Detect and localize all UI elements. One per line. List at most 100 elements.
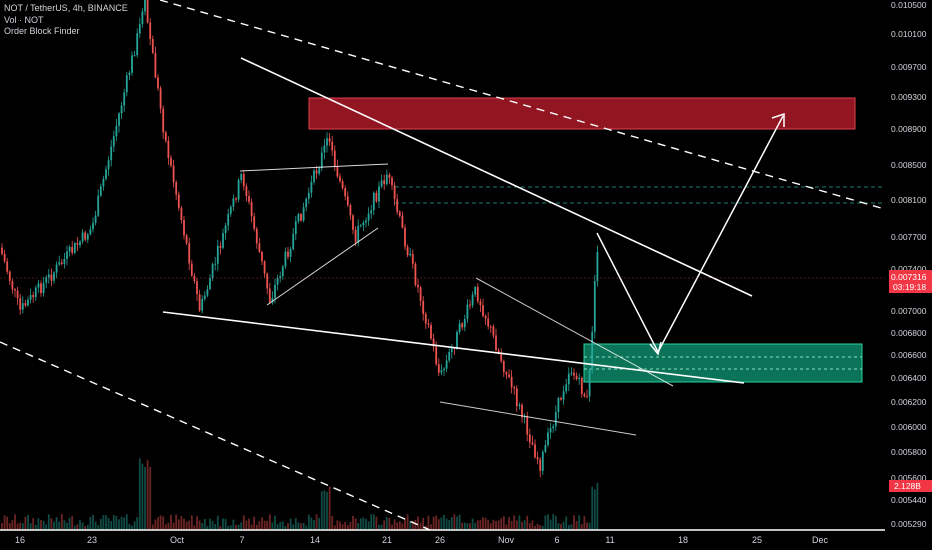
volume-bar [318,517,321,530]
dashed-trendline-upper [159,0,889,211]
candle-body [336,166,339,177]
candle-body [474,286,477,295]
volume-bar [326,491,328,530]
volume-bar [115,516,118,530]
candle-body [547,432,549,446]
volume-bar [190,515,193,530]
candle-body [287,251,289,257]
volume-bar [3,515,6,530]
candle-body [53,272,55,281]
candle-body [502,361,505,373]
candle-body [505,372,508,375]
volume-bar [432,516,435,530]
volume-bar [146,460,149,530]
volume-bar [42,520,45,530]
candle-body [521,404,523,418]
candle-body [180,207,183,221]
candle-body [315,170,318,174]
volume-bar [27,514,29,530]
volume-bar [79,520,81,530]
candle-body [427,323,430,325]
volume-bar [388,517,391,530]
volume-indicator-label[interactable]: Vol · NOT [4,14,44,25]
candle-body [349,205,352,216]
candle-body [430,324,432,339]
candle-body [40,283,42,294]
candle-body [560,398,562,400]
order-block-indicator-label[interactable]: Order Block Finder [4,26,80,36]
candle-body [271,297,274,303]
candle-body [586,396,588,398]
date-tick-label: 25 [752,535,762,545]
candle-body [370,210,373,214]
candle-body [497,350,500,353]
projection-arrow-up [771,112,785,127]
candle-body [539,459,542,471]
candle-body [508,374,510,377]
volume-bar [333,525,336,530]
candle-body [422,300,425,314]
drawings [0,0,889,531]
candle-body [383,180,386,185]
candle-body [97,195,100,216]
candle-body [242,173,245,187]
candle-body [484,315,487,319]
volume-bar [250,524,253,530]
volume-bar [227,525,230,530]
candlesticks [1,0,599,478]
symbol-title[interactable]: NOT / TetherUS, 4h, BINANCE [4,3,128,13]
wedge-bottom-line [439,401,637,436]
price-axis[interactable]: 0.010500 0.010100 0.009700 0.009300 0.008900… [885,0,932,530]
volume-bar [586,522,588,530]
volume-bar [164,524,167,530]
price-tick-label: 0.005600 [891,473,927,483]
volume-bar [37,518,40,530]
volume-bar [237,524,240,530]
volume-bar [175,514,178,530]
volume-bar [492,519,495,530]
volume-bar [240,522,243,530]
candle-body [112,136,115,147]
candle-body [245,186,248,197]
volume-bar [497,520,500,530]
candle-body [86,234,89,240]
volume-bar [258,521,261,530]
volume-bar [128,523,131,530]
volume-bar [383,520,386,530]
last-price-badge: 0.007316 03:19:18 [889,270,932,293]
volume-bar [185,521,188,530]
candle-body [445,360,448,369]
volume-bar [89,516,92,530]
candle-body [136,33,139,56]
candle-body [437,364,440,373]
candle-body [443,368,445,371]
candle-body [118,113,120,126]
candle-body [172,165,175,183]
volume-badge: 2.128B [889,480,932,492]
candle-body [16,290,19,299]
volume-bar [196,516,198,530]
chart-legend: NOT / TetherUS, 4h, BINANCE Vol · NOT Or… [4,3,128,38]
price-tick-label: 0.008500 [891,160,927,170]
volume-bar [365,519,367,530]
candle-body [248,196,250,202]
volume-bar [133,521,136,530]
candle-body [240,173,243,180]
volume-bar [73,525,76,530]
volume-bar [55,517,58,530]
date-axis[interactable]: 16 23 Oct 7 14 21 26 Nov 6 11 18 25 Dec [0,529,885,545]
candle-body [237,179,240,200]
candle-body [476,286,479,302]
volume-bar [14,514,16,530]
candle-body [73,242,76,253]
candle-body [573,372,575,376]
candle-body [294,221,297,235]
volume-bar [391,524,393,530]
candle-body [396,199,399,212]
candle-body [123,92,126,106]
date-tick-label: 11 [605,535,614,545]
volume-bar [409,520,412,530]
volume-bar [47,514,50,530]
candle-body [570,372,573,374]
